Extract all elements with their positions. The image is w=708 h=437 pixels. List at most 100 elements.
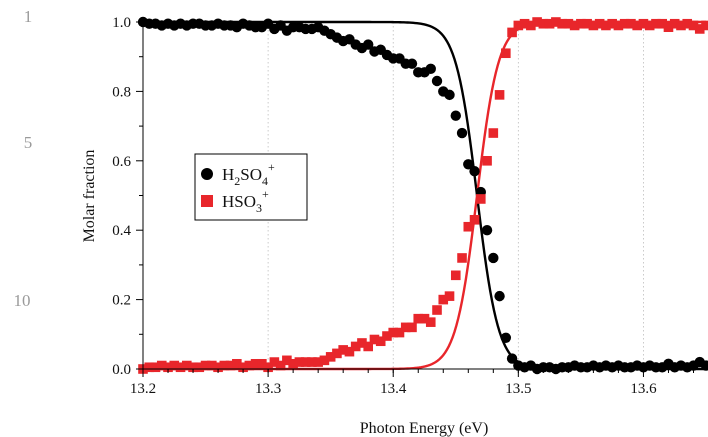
point-hso3 <box>350 341 361 352</box>
point-hso3 <box>507 27 517 38</box>
point-hso3 <box>169 360 180 371</box>
point-hso3 <box>519 18 530 29</box>
point-h2so4 <box>700 360 708 371</box>
point-hso3 <box>269 357 280 367</box>
point-h2so4 <box>456 127 468 139</box>
point-h2so4 <box>363 39 374 50</box>
point-hso3 <box>469 214 480 225</box>
point-hso3 <box>651 18 661 29</box>
point-hso3 <box>332 348 342 359</box>
point-hso3 <box>425 317 436 327</box>
legend-label-h2so4: H2SO4+ <box>222 160 275 188</box>
point-hso3 <box>400 322 411 333</box>
axes <box>136 18 706 377</box>
point-hso3 <box>244 360 255 371</box>
point-hso3 <box>619 18 630 29</box>
point-hso3 <box>175 362 186 373</box>
point-hso3 <box>394 327 405 338</box>
point-h2so4 <box>469 166 480 177</box>
point-hso3 <box>488 128 499 138</box>
point-hso3 <box>413 313 424 324</box>
point-hso3 <box>444 291 455 301</box>
point-h2so4 <box>463 159 474 170</box>
point-hso3 <box>576 18 586 29</box>
point-hso3 <box>382 331 392 341</box>
point-hso3 <box>263 362 273 373</box>
point-hso3 <box>607 18 617 29</box>
point-hso3 <box>457 253 467 263</box>
legend-marker-h2so4 <box>201 168 213 180</box>
point-hso3 <box>432 305 442 315</box>
point-hso3 <box>275 360 286 371</box>
point-h2so4 <box>431 75 443 87</box>
point-hso3 <box>513 20 524 31</box>
point-hso3 <box>544 18 555 29</box>
point-hso3 <box>501 48 511 59</box>
point-hso3 <box>438 294 449 305</box>
point-hso3 <box>594 18 605 29</box>
y-tick-label-0.6: 0.6 <box>112 154 131 170</box>
point-hso3 <box>563 18 574 29</box>
point-hso3 <box>551 17 561 27</box>
point-hso3 <box>369 334 380 345</box>
x-axis-title: Photon Energy (eV) <box>360 420 489 437</box>
point-hso3 <box>307 357 317 367</box>
point-hso3 <box>644 20 655 31</box>
point-hso3 <box>144 362 155 373</box>
point-hso3 <box>375 336 386 347</box>
point-h2so4 <box>488 252 499 264</box>
legend-label-hso3: HSO3+ <box>222 187 269 215</box>
point-hso3 <box>163 362 173 373</box>
point-hso3 <box>294 357 305 367</box>
point-hso3 <box>188 362 198 373</box>
data-points <box>137 16 708 375</box>
legend-marker-hso3 <box>201 195 213 207</box>
point-h2so4 <box>450 110 461 121</box>
tick-labels: 0.0 0.2 0.4 0.6 0.8 1.0 13.2 13.3 13.4 13.5 13.6 <box>112 15 657 397</box>
line-number-5: 5 <box>24 133 33 152</box>
y-tick-label-0.2: 0.2 <box>112 293 131 309</box>
point-hso3 <box>694 24 705 34</box>
y-tick-label-1.0: 1.0 <box>112 15 131 31</box>
point-hso3 <box>181 360 192 371</box>
point-hso3 <box>213 362 223 373</box>
point-hso3 <box>638 18 649 29</box>
point-hso3 <box>569 20 580 31</box>
point-hso3 <box>344 346 355 357</box>
point-hso3 <box>682 18 693 29</box>
point-hso3 <box>363 341 373 352</box>
point-hso3 <box>388 327 399 338</box>
x-tick-label-13.6: 13.6 <box>630 381 657 397</box>
point-hso3 <box>150 362 161 373</box>
y-axis-title: Molar fraction <box>81 150 98 243</box>
point-hso3 <box>207 360 217 371</box>
vertical-grid <box>267 22 644 369</box>
point-hso3 <box>357 338 367 348</box>
point-hso3 <box>313 357 323 367</box>
point-hso3 <box>482 156 492 166</box>
line-number-1: 1 <box>24 7 33 26</box>
point-hso3 <box>701 20 708 31</box>
point-hso3 <box>407 322 417 333</box>
legend-box <box>194 153 308 221</box>
point-hso3 <box>282 355 292 366</box>
point-hso3 <box>232 358 242 369</box>
y-tick-label-0.0: 0.0 <box>112 362 131 378</box>
point-hso3 <box>657 18 668 29</box>
point-hso3 <box>632 20 642 31</box>
point-hso3 <box>257 358 267 369</box>
y-tick-label-0.8: 0.8 <box>112 84 131 100</box>
point-hso3 <box>588 20 599 31</box>
point-hso3 <box>463 221 474 232</box>
x-tick-label-13.4: 13.4 <box>380 381 407 397</box>
point-hso3 <box>450 270 461 281</box>
point-hso3 <box>250 358 261 369</box>
point-hso3 <box>156 360 167 371</box>
point-h2so4 <box>406 58 418 69</box>
point-hso3 <box>288 358 298 369</box>
x-tick-label-13.5: 13.5 <box>505 381 531 397</box>
point-hso3 <box>626 18 636 29</box>
x-tick-label-13.2: 13.2 <box>130 381 156 397</box>
line-number-10: 10 <box>14 291 31 310</box>
point-hso3 <box>688 20 699 31</box>
